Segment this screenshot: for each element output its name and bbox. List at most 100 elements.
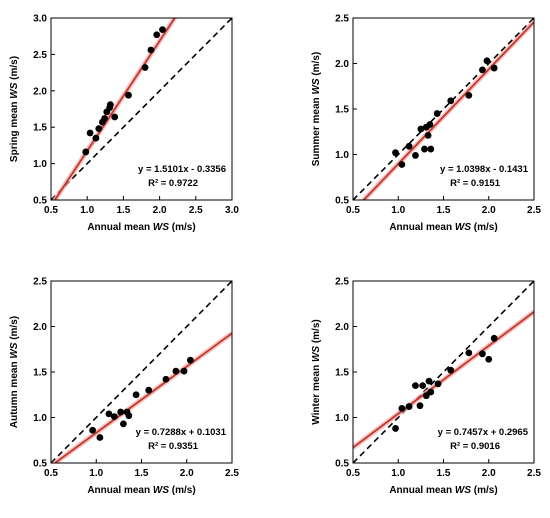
data-point <box>117 408 125 416</box>
data-point <box>485 355 493 363</box>
data-point <box>417 125 425 133</box>
data-point <box>427 145 435 153</box>
y-tick-label: 2.5 <box>335 277 349 288</box>
y-tick-label: 1.5 <box>335 105 349 116</box>
data-point <box>145 386 153 394</box>
data-point <box>398 405 406 412</box>
data-point <box>180 367 188 375</box>
data-point <box>427 388 435 396</box>
x-tick-label: 2.0 <box>482 205 496 216</box>
data-point <box>398 161 406 168</box>
data-point <box>465 91 473 99</box>
x-tick-label: 1.0 <box>391 205 405 216</box>
fit-equation: y = 0.7288x + 0.1031 <box>136 427 227 438</box>
data-point <box>125 412 133 420</box>
data-point <box>465 349 473 357</box>
x-tick-label: 2.5 <box>189 205 203 216</box>
data-point <box>110 413 118 420</box>
fit-equation: y = 0.7457x + 0.2965 <box>438 427 529 438</box>
x-tick-label: 0.5 <box>44 205 58 216</box>
y-tick-label: 1.5 <box>33 123 47 134</box>
r-squared: R² = 0.9016 <box>450 441 500 452</box>
y-tick-label: 1.5 <box>33 368 47 379</box>
data-point <box>490 334 498 342</box>
r-squared: R² = 0.9722 <box>148 178 198 189</box>
x-tick-label: 1.0 <box>89 468 103 479</box>
fit-line <box>53 18 176 200</box>
fit-line <box>362 21 534 200</box>
data-point <box>89 426 97 434</box>
x-tick-label: 1.5 <box>135 468 149 479</box>
data-point <box>422 392 430 400</box>
data-point <box>86 129 94 137</box>
panel-summer: 0.5 1.0 1.5 2.0 2.5 0.5 1.0 1.5 2.0 2.5 Annual mea… <box>311 14 541 234</box>
data-point <box>479 350 486 358</box>
y-tick-label: 2.0 <box>335 322 349 333</box>
data-point <box>106 101 114 109</box>
y-tick-label: 2.0 <box>33 86 47 97</box>
x-tick-label: 1.0 <box>391 468 405 479</box>
data-point <box>101 115 108 122</box>
x-tick-label: 0.5 <box>346 468 360 479</box>
x-tick-label: 2.0 <box>180 468 194 479</box>
y-tick-label: 0.5 <box>335 196 349 207</box>
fit-line <box>53 332 232 463</box>
data-point <box>434 380 442 388</box>
reference-line <box>51 281 232 463</box>
y-tick-label: 1.0 <box>33 159 47 170</box>
x-axis-label: Annual mean WS (m/s) <box>87 485 195 496</box>
y-tick-label: 0.5 <box>33 196 47 207</box>
fit-line <box>353 311 534 449</box>
data-point <box>416 402 424 410</box>
x-tick-label: 2.5 <box>225 468 239 479</box>
y-tick-label: 2.0 <box>33 322 47 333</box>
y-tick-label: 2.5 <box>335 14 349 25</box>
x-tick-label: 2.5 <box>527 468 541 479</box>
data-point <box>412 152 419 159</box>
fit-equation: y = 1.0398x - 0.1431 <box>440 164 529 175</box>
data-point <box>483 57 491 65</box>
panel-autumn: 0.5 1.0 1.5 2.0 2.5 0.5 1.0 1.5 2.0 2.5 Annual mea… <box>9 277 239 497</box>
data-point <box>111 113 119 121</box>
x-axis-label: Annual mean WS (m/s) <box>389 485 497 496</box>
data-point <box>96 434 104 441</box>
x-tick-label: 1.5 <box>437 205 451 216</box>
panel-spring: 0.5 1.0 1.5 2.0 2.5 3.0 0.5 1.0 1.5 2.0 2.5 3.0 Annu… <box>9 14 239 234</box>
data-point <box>105 410 113 418</box>
y-tick-label: 2.5 <box>33 50 47 61</box>
y-tick-label: 1.5 <box>335 368 349 379</box>
y-tick-label: 0.5 <box>335 459 349 470</box>
data-point <box>419 382 427 390</box>
x-tick-label: 1.5 <box>116 205 130 216</box>
data-point <box>447 97 455 105</box>
data-point <box>186 356 194 364</box>
data-point <box>405 403 413 410</box>
data-point <box>162 375 170 383</box>
y-axis-label: Autumn mean WS (m/s) <box>9 316 20 428</box>
y-tick-label: 1.0 <box>33 413 47 424</box>
data-point <box>433 110 441 117</box>
data-point <box>421 145 428 153</box>
data-point <box>490 64 498 72</box>
plot-frame <box>50 17 233 201</box>
x-tick-label: 0.5 <box>44 468 58 479</box>
x-tick-label: 2.0 <box>153 205 167 216</box>
data-point <box>392 425 399 432</box>
reference-line <box>353 281 534 463</box>
x-tick-label: 2.5 <box>527 205 541 216</box>
y-tick-label: 0.5 <box>33 459 47 470</box>
data-point <box>172 367 180 375</box>
y-tick-label: 2.5 <box>33 277 47 288</box>
y-axis-label: Spring mean WS (m/s) <box>9 56 20 162</box>
data-point <box>92 134 100 142</box>
data-point <box>120 420 127 428</box>
r-squared: R² = 0.9351 <box>148 441 199 452</box>
x-tick-label: 1.0 <box>80 205 94 216</box>
r-squared: R² = 0.9151 <box>450 178 501 189</box>
y-axis-label: Summer mean WS (m/s) <box>311 52 322 166</box>
panel-winter: 0.5 1.0 1.5 2.0 2.5 0.5 1.0 1.5 2.0 2.5 Annual mea… <box>311 277 541 497</box>
data-point <box>82 148 90 156</box>
data-point <box>426 121 434 128</box>
data-point <box>412 382 419 390</box>
data-point <box>159 26 166 34</box>
